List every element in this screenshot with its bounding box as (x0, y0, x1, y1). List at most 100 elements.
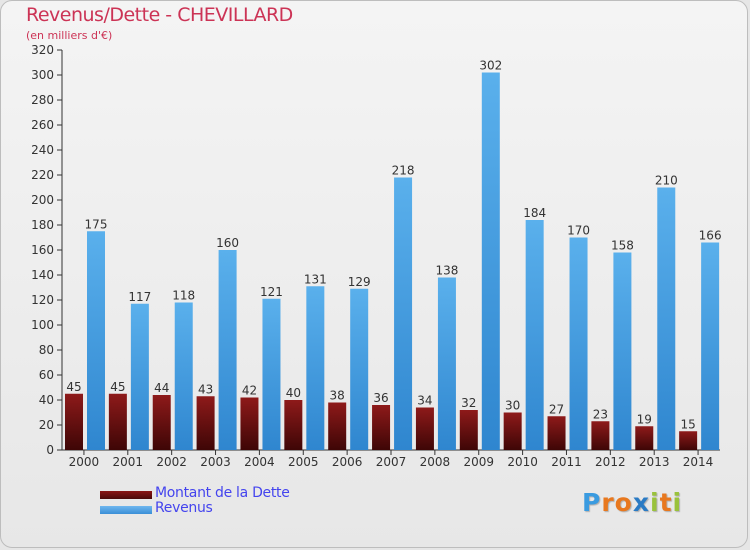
revenue-value-label: 166 (699, 229, 722, 243)
revenue-value-label: 129 (348, 275, 371, 289)
revenue-value-label: 170 (567, 224, 590, 238)
legend-swatch-revenue (100, 506, 152, 514)
revenue-bar (569, 237, 588, 450)
y-tick-label: 80 (39, 343, 54, 357)
y-tick-label: 200 (31, 193, 54, 207)
x-tick-label: 2002 (156, 455, 187, 469)
debt-bar (459, 410, 478, 450)
debt-value-label: 23 (593, 407, 608, 421)
y-tick-label: 240 (31, 143, 54, 157)
revenue-value-label: 138 (435, 264, 458, 278)
revenue-value-label: 218 (392, 164, 415, 178)
x-tick-label: 2003 (200, 455, 231, 469)
debt-value-label: 36 (373, 391, 388, 405)
x-tick-label: 2014 (683, 455, 714, 469)
debt-bar (372, 405, 391, 450)
debt-bar (591, 421, 610, 450)
debt-bar (152, 395, 171, 450)
x-tick-label: 2011 (551, 455, 582, 469)
y-tick-label: 220 (31, 168, 54, 182)
legend-label-revenue: Revenus (155, 500, 213, 516)
revenue-bar (701, 242, 720, 450)
chart-bars: 45 175 45 117 44 118 43 160 42 121 40 131 38 129 36 218… (65, 59, 722, 450)
proxiti-logo: Proxiti (582, 488, 683, 517)
revenue-value-label: 158 (611, 239, 634, 253)
x-tick-label: 2004 (244, 455, 275, 469)
revenue-value-label: 175 (85, 217, 108, 231)
y-tick-label: 160 (31, 243, 54, 257)
y-tick-label: 40 (39, 393, 54, 407)
revenue-bar (306, 286, 325, 450)
chart-subtitle: (en milliers d'€) (26, 29, 113, 42)
debt-bar (284, 400, 303, 450)
x-tick-label: 2000 (69, 455, 100, 469)
debt-bar (635, 426, 654, 450)
revenue-bar (525, 220, 544, 450)
debt-bar (240, 397, 259, 450)
legend-label-debt: Montant de la Dette (155, 485, 290, 501)
debt-bar (503, 412, 522, 450)
y-tick-label: 300 (31, 68, 54, 82)
revenue-bar (481, 72, 500, 450)
x-tick-label: 2006 (332, 455, 363, 469)
revenue-value-label: 118 (172, 289, 195, 303)
revenue-bar (437, 277, 456, 450)
debt-value-label: 27 (549, 402, 564, 416)
y-tick-label: 0 (46, 443, 54, 457)
x-tick-label: 2012 (595, 455, 626, 469)
revenue-value-label: 210 (655, 174, 678, 188)
debt-value-label: 38 (330, 389, 345, 403)
y-tick-label: 140 (31, 268, 54, 282)
y-tick-label: 100 (31, 318, 54, 332)
debt-value-label: 44 (154, 381, 169, 395)
debt-value-label: 30 (505, 399, 520, 413)
y-tick-label: 280 (31, 93, 54, 107)
y-tick-label: 120 (31, 293, 54, 307)
revenue-value-label: 117 (128, 290, 151, 304)
debt-bar (328, 402, 347, 450)
x-tick-label: 2013 (639, 455, 670, 469)
y-tick-label: 180 (31, 218, 54, 232)
revenue-value-label: 184 (523, 206, 546, 220)
y-tick-label: 60 (39, 368, 54, 382)
revenue-bar (130, 303, 149, 450)
debt-value-label: 15 (680, 417, 695, 431)
debt-bar (415, 407, 434, 450)
x-tick-label: 2008 (420, 455, 451, 469)
revenue-value-label: 160 (216, 236, 239, 250)
revenue-bar (394, 177, 413, 450)
x-tick-label: 2001 (113, 455, 144, 469)
revenue-bar (262, 298, 281, 450)
debt-value-label: 45 (110, 380, 125, 394)
debt-value-label: 34 (417, 394, 432, 408)
revenue-value-label: 121 (260, 285, 283, 299)
revenue-bar (174, 302, 193, 450)
debt-value-label: 40 (286, 386, 301, 400)
y-tick-label: 20 (39, 418, 54, 432)
debt-value-label: 45 (66, 380, 81, 394)
revenue-bar (350, 288, 369, 450)
chart-axes: 0 20 40 60 80 100 120 140 160 180 200 220 240 260 280 3… (31, 43, 720, 469)
debt-bar (108, 393, 127, 450)
x-tick-label: 2007 (376, 455, 407, 469)
revenue-bar (657, 187, 676, 450)
x-tick-label: 2009 (463, 455, 494, 469)
debt-bar (65, 393, 83, 450)
revenue-bar (87, 231, 105, 450)
debt-bar (547, 416, 566, 450)
revenue-bar (218, 250, 237, 450)
debt-value-label: 42 (242, 384, 257, 398)
x-tick-label: 2010 (507, 455, 538, 469)
debt-value-label: 43 (198, 382, 213, 396)
debt-bar (679, 431, 698, 450)
y-tick-label: 320 (31, 43, 54, 57)
revenue-bar (613, 252, 632, 450)
x-tick-label: 2005 (288, 455, 319, 469)
revenue-value-label: 302 (479, 59, 502, 73)
legend-swatch-debt (100, 491, 152, 499)
debt-bar (196, 396, 215, 450)
revenue-value-label: 131 (304, 272, 327, 286)
debt-value-label: 32 (461, 396, 476, 410)
debt-value-label: 19 (637, 412, 652, 426)
